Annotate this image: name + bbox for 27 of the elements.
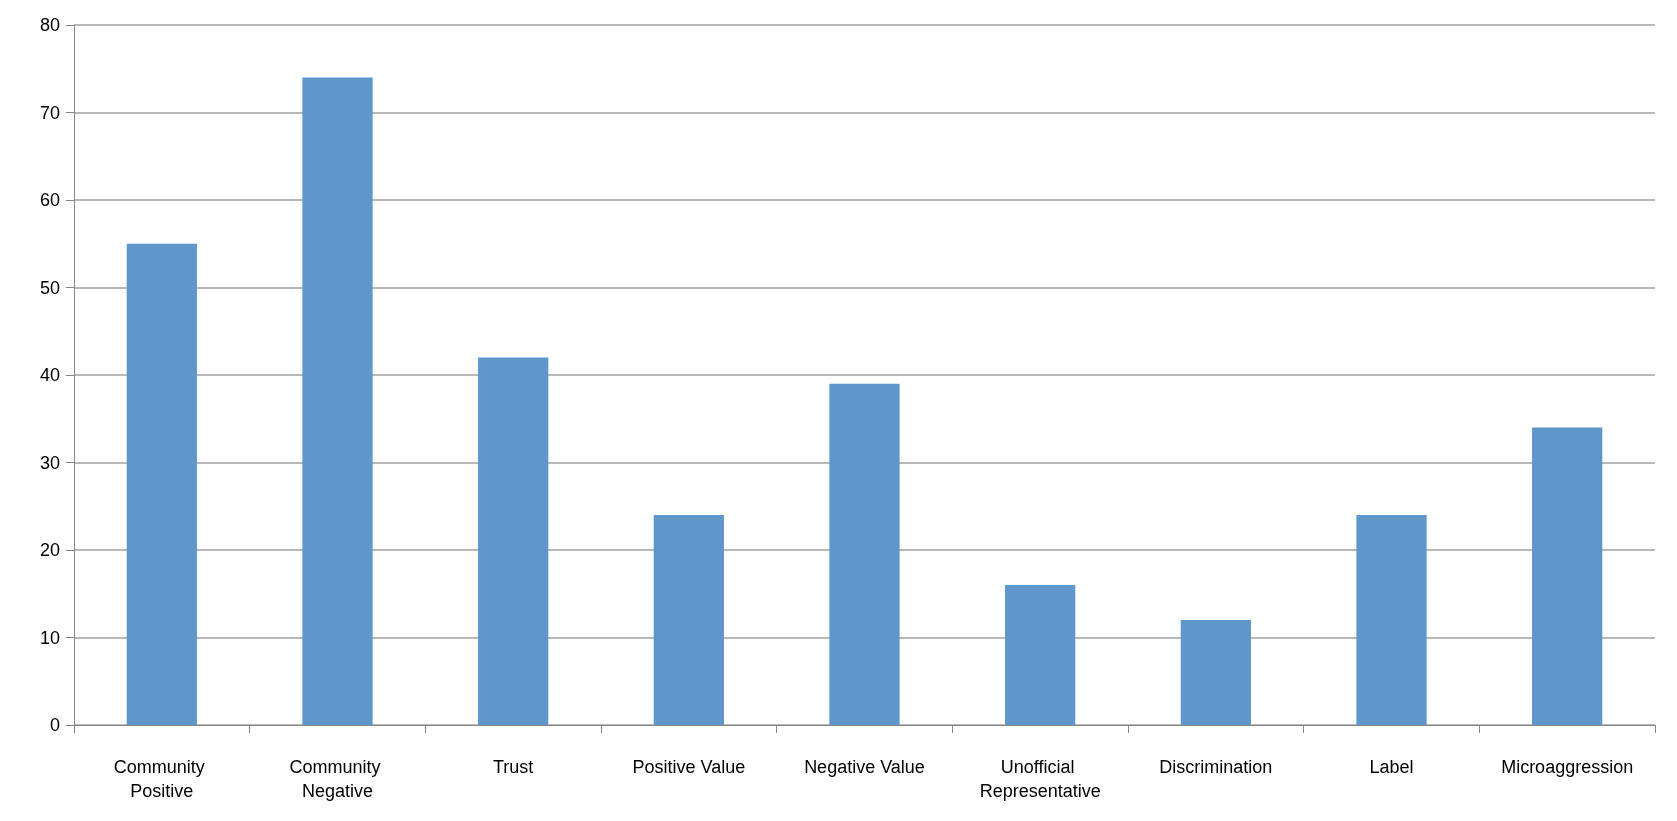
bar [302, 77, 373, 725]
y-tick-label: 70 [39, 102, 60, 123]
bar [653, 515, 724, 725]
x-tick-label: Discrimination [1159, 757, 1273, 777]
y-tick-label: 80 [39, 15, 60, 35]
y-tick-label: 40 [39, 365, 60, 385]
x-tick-label: Positive Value [632, 757, 746, 777]
y-tick-label: 60 [39, 190, 60, 210]
y-tick-label: 0 [49, 715, 60, 735]
y-tick-label: 20 [39, 540, 60, 560]
bar [1532, 427, 1603, 725]
bar [829, 383, 900, 725]
bar [126, 243, 197, 725]
y-tick-label: 30 [39, 452, 60, 473]
x-tick-label: Label [1369, 757, 1414, 777]
x-tick-label: Community Positive [113, 757, 210, 801]
bar [1005, 585, 1076, 725]
bar [478, 357, 549, 725]
x-tick-label: Community Negative [289, 757, 386, 801]
bar [1356, 515, 1427, 725]
y-tick-label: 10 [39, 627, 60, 648]
x-tick-label: Unofficial Representative [979, 757, 1101, 801]
x-tick-label: Negative Value [804, 757, 925, 777]
bar [1180, 620, 1251, 725]
y-tick-label: 50 [39, 277, 60, 298]
x-tick-label: Trust [492, 757, 534, 777]
x-tick-label: Microaggression [1501, 757, 1634, 777]
